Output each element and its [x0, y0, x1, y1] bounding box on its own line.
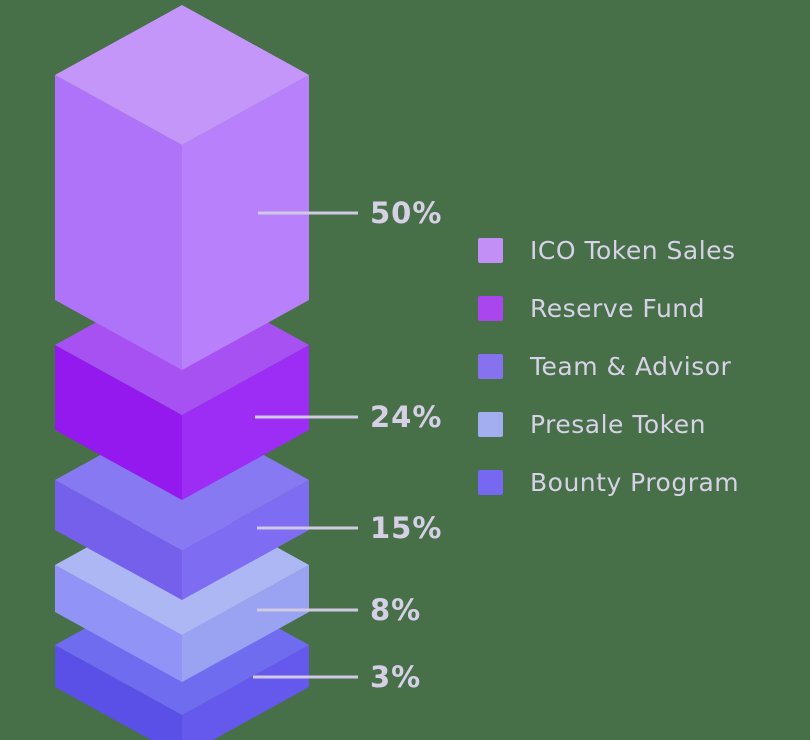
value-label-presale: 8%	[370, 593, 421, 627]
legend-label-reserve-fund: Reserve Fund	[530, 294, 706, 323]
presale-left-face	[55, 565, 182, 682]
value-label-ico: 50%	[370, 196, 442, 230]
legend-item-bounty-program: Bounty Program	[478, 468, 740, 497]
value-label-bounty: 3%	[370, 660, 421, 694]
value-label-team: 15%	[370, 511, 442, 545]
reserve-left-face	[55, 345, 182, 500]
bar-segment-ico-token-sales	[55, 5, 309, 370]
legend-swatch-bounty-program	[478, 470, 503, 495]
ico-left-face	[55, 75, 182, 370]
value-label-reserve: 24%	[370, 400, 442, 434]
legend-swatch-reserve-fund	[478, 296, 503, 321]
reserve-right-face	[182, 345, 309, 500]
team-left-face	[55, 480, 182, 600]
swatch-color-bounty	[478, 470, 503, 495]
team-right-face	[182, 480, 309, 600]
legend: ICO Token Sales Reserve Fund Team & Advi…	[478, 236, 740, 528]
legend-label-team-advisor: Team & Advisor	[530, 352, 732, 381]
swatch-color-ico	[478, 238, 503, 263]
legend-swatch-team-advisor	[478, 354, 503, 379]
swatch-color-presale	[478, 412, 503, 437]
legend-item-presale-token: Presale Token	[478, 410, 739, 439]
legend-label-presale-token: Presale Token	[530, 410, 706, 439]
swatch-color-team	[478, 354, 503, 379]
presale-right-face	[182, 565, 309, 682]
ico-right-face	[182, 75, 309, 370]
legend-item-reserve-fund: Reserve Fund	[478, 294, 739, 323]
legend-label-bounty-program: Bounty Program	[530, 468, 740, 497]
bounty-right-face	[182, 645, 309, 740]
ico-top-face	[55, 5, 309, 145]
swatch-color-reserve	[478, 296, 503, 321]
bounty-left-face	[55, 645, 182, 740]
isometric-stacked-bar: 50% 24% 15% 8% 3%	[55, 5, 442, 740]
legend-item-ico-token-sales: ICO Token Sales	[478, 236, 739, 265]
legend-item-team-advisor: Team & Advisor	[478, 352, 739, 381]
legend-swatch-presale-token	[478, 412, 503, 437]
legend-label-ico-token-sales: ICO Token Sales	[530, 236, 736, 265]
legend-swatch-ico-token-sales	[478, 238, 503, 263]
